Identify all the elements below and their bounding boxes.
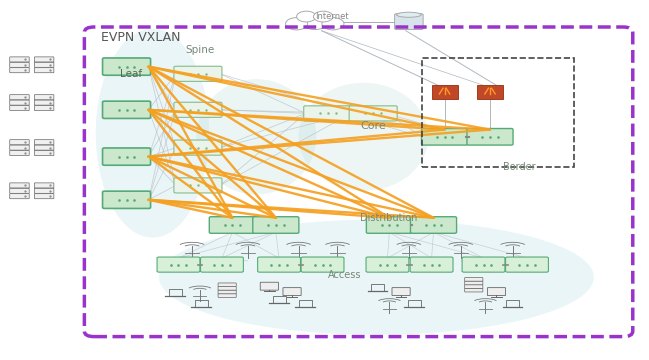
Ellipse shape xyxy=(397,12,421,17)
Circle shape xyxy=(322,18,344,30)
FancyBboxPatch shape xyxy=(174,102,222,117)
Text: Leaf: Leaf xyxy=(120,69,142,79)
FancyBboxPatch shape xyxy=(349,106,397,121)
FancyBboxPatch shape xyxy=(34,105,54,111)
Text: Border: Border xyxy=(503,162,535,172)
FancyBboxPatch shape xyxy=(10,62,29,67)
Circle shape xyxy=(286,18,308,30)
FancyBboxPatch shape xyxy=(395,14,423,30)
FancyBboxPatch shape xyxy=(34,62,54,67)
FancyBboxPatch shape xyxy=(304,106,352,121)
Ellipse shape xyxy=(197,79,317,194)
FancyBboxPatch shape xyxy=(253,217,299,233)
Circle shape xyxy=(313,11,333,22)
FancyBboxPatch shape xyxy=(432,85,458,99)
FancyBboxPatch shape xyxy=(477,85,503,99)
Circle shape xyxy=(297,11,316,22)
FancyBboxPatch shape xyxy=(392,288,410,296)
FancyBboxPatch shape xyxy=(10,140,29,145)
Text: EVPN VXLAN: EVPN VXLAN xyxy=(101,31,180,44)
FancyBboxPatch shape xyxy=(422,129,468,145)
FancyBboxPatch shape xyxy=(10,145,29,150)
FancyBboxPatch shape xyxy=(218,294,236,297)
FancyBboxPatch shape xyxy=(10,150,29,156)
FancyBboxPatch shape xyxy=(10,57,29,62)
FancyBboxPatch shape xyxy=(174,66,222,81)
FancyBboxPatch shape xyxy=(10,188,29,193)
FancyBboxPatch shape xyxy=(465,278,483,281)
FancyBboxPatch shape xyxy=(10,194,29,199)
FancyBboxPatch shape xyxy=(174,140,222,155)
FancyBboxPatch shape xyxy=(465,285,483,288)
FancyBboxPatch shape xyxy=(218,287,236,290)
FancyBboxPatch shape xyxy=(10,95,29,100)
FancyBboxPatch shape xyxy=(487,288,506,296)
FancyBboxPatch shape xyxy=(10,105,29,111)
Text: Access: Access xyxy=(328,270,361,280)
Text: Core: Core xyxy=(360,121,386,131)
FancyBboxPatch shape xyxy=(218,290,236,294)
Text: Internet: Internet xyxy=(315,12,349,21)
FancyBboxPatch shape xyxy=(465,288,483,292)
FancyBboxPatch shape xyxy=(34,188,54,193)
Text: Distribution: Distribution xyxy=(360,213,417,223)
FancyBboxPatch shape xyxy=(34,150,54,156)
FancyBboxPatch shape xyxy=(410,257,453,272)
Ellipse shape xyxy=(96,29,209,238)
FancyBboxPatch shape xyxy=(103,58,151,75)
FancyBboxPatch shape xyxy=(174,178,222,193)
Ellipse shape xyxy=(159,220,594,335)
FancyBboxPatch shape xyxy=(103,148,151,165)
FancyBboxPatch shape xyxy=(462,257,505,272)
FancyBboxPatch shape xyxy=(506,257,548,272)
FancyBboxPatch shape xyxy=(34,145,54,150)
FancyBboxPatch shape xyxy=(411,217,457,233)
FancyBboxPatch shape xyxy=(260,282,278,290)
FancyBboxPatch shape xyxy=(301,257,344,272)
FancyBboxPatch shape xyxy=(34,57,54,62)
Circle shape xyxy=(300,14,329,30)
FancyBboxPatch shape xyxy=(366,217,413,233)
FancyBboxPatch shape xyxy=(218,283,236,287)
FancyBboxPatch shape xyxy=(34,194,54,199)
FancyBboxPatch shape xyxy=(467,129,513,145)
Ellipse shape xyxy=(299,83,428,191)
FancyBboxPatch shape xyxy=(103,101,151,118)
FancyBboxPatch shape xyxy=(103,191,151,208)
FancyBboxPatch shape xyxy=(34,100,54,105)
FancyBboxPatch shape xyxy=(201,257,243,272)
FancyBboxPatch shape xyxy=(209,217,256,233)
FancyBboxPatch shape xyxy=(366,257,409,272)
FancyBboxPatch shape xyxy=(34,68,54,73)
FancyBboxPatch shape xyxy=(157,257,200,272)
FancyBboxPatch shape xyxy=(10,100,29,105)
FancyBboxPatch shape xyxy=(10,68,29,73)
FancyBboxPatch shape xyxy=(465,281,483,285)
FancyBboxPatch shape xyxy=(283,288,301,296)
FancyBboxPatch shape xyxy=(34,140,54,145)
FancyBboxPatch shape xyxy=(10,183,29,188)
Text: Spine: Spine xyxy=(185,45,214,55)
FancyBboxPatch shape xyxy=(34,95,54,100)
FancyBboxPatch shape xyxy=(34,183,54,188)
FancyBboxPatch shape xyxy=(258,257,300,272)
